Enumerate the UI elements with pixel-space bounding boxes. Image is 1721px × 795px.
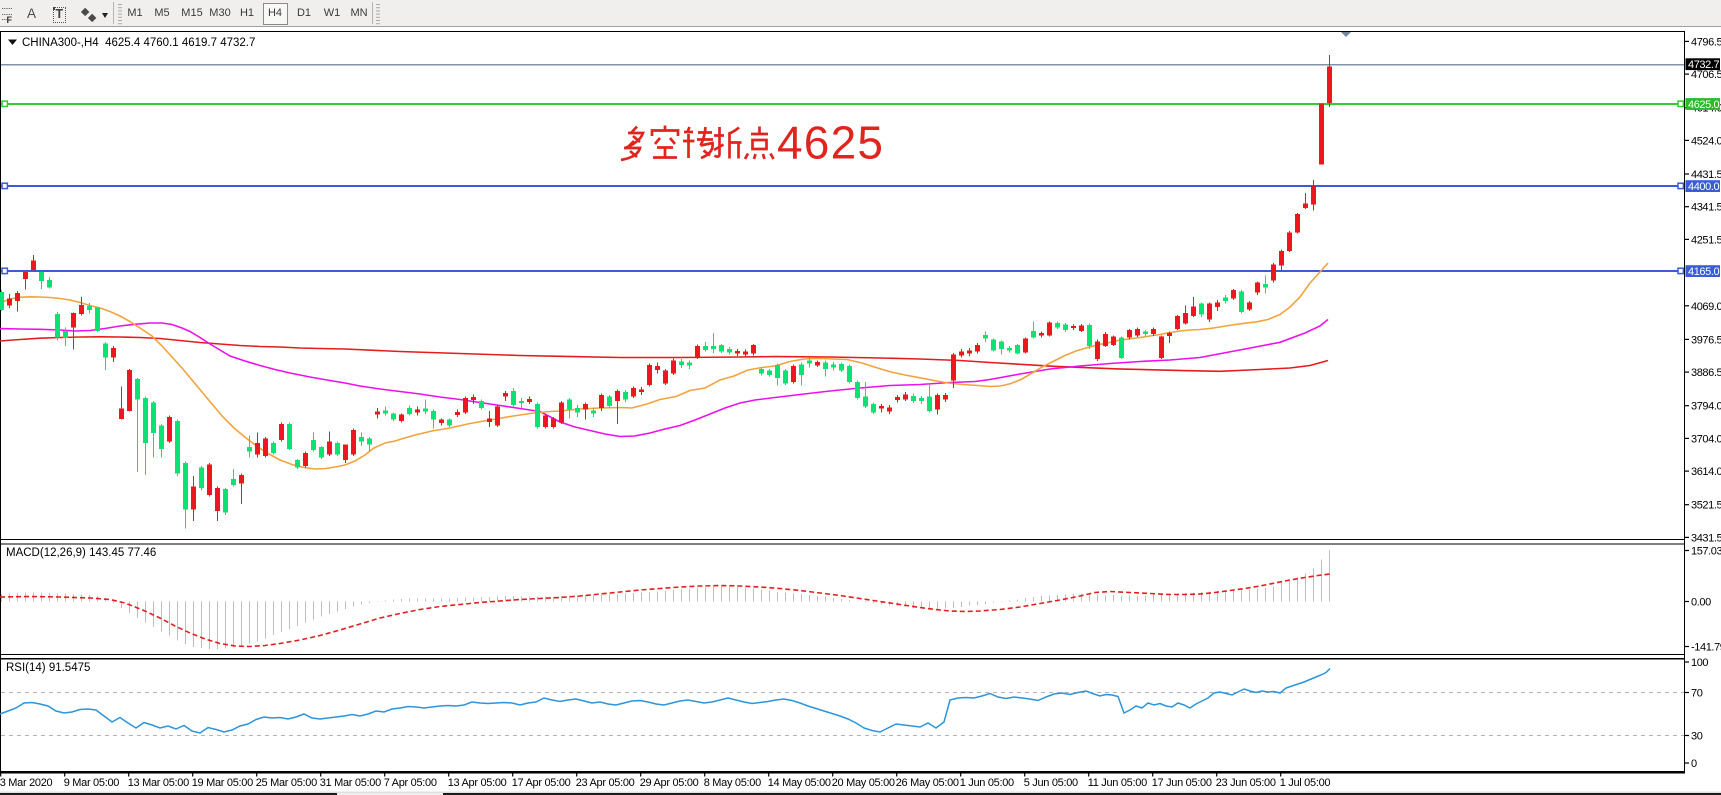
svg-text:3 Mar 2020: 3 Mar 2020	[0, 777, 53, 789]
svg-text:31 Mar 05:00: 31 Mar 05:00	[320, 777, 381, 789]
svg-text:26 May 05:00: 26 May 05:00	[896, 777, 959, 789]
svg-text:70: 70	[1691, 688, 1703, 700]
svg-text:4625: 4625	[777, 117, 884, 169]
svg-text:4165.0: 4165.0	[1688, 266, 1720, 278]
svg-text:13 Apr 05:00: 13 Apr 05:00	[448, 777, 507, 789]
svg-text:14 May 05:00: 14 May 05:00	[768, 777, 831, 789]
svg-text:25 Mar 05:00: 25 Mar 05:00	[256, 777, 317, 789]
svg-text:3614.0: 3614.0	[1691, 466, 1721, 478]
svg-text:8 May 05:00: 8 May 05:00	[704, 777, 761, 789]
svg-text:4341.5: 4341.5	[1691, 202, 1721, 214]
svg-text:17 Apr 05:00: 17 Apr 05:00	[512, 777, 571, 789]
svg-text:RSI(14) 91.5475: RSI(14) 91.5475	[6, 662, 90, 674]
svg-text:3794.0: 3794.0	[1691, 401, 1721, 413]
svg-text:4431.5: 4431.5	[1691, 169, 1721, 181]
svg-text:30: 30	[1691, 731, 1703, 743]
svg-text:1 Jun 05:00: 1 Jun 05:00	[960, 777, 1014, 789]
svg-text:1 Jul 05:00: 1 Jul 05:00	[1280, 777, 1331, 789]
svg-text:13 Mar 05:00: 13 Mar 05:00	[128, 777, 189, 789]
svg-text:23 Apr 05:00: 23 Apr 05:00	[576, 777, 635, 789]
svg-text:11 Jun 05:00: 11 Jun 05:00	[1088, 777, 1147, 789]
svg-text:3704.0: 3704.0	[1691, 433, 1721, 445]
svg-text:4400.0: 4400.0	[1688, 181, 1720, 193]
svg-text:20 May 05:00: 20 May 05:00	[832, 777, 895, 789]
svg-text:4251.5: 4251.5	[1691, 234, 1721, 246]
svg-text:9 Mar 05:00: 9 Mar 05:00	[64, 777, 120, 789]
svg-text:4796.5: 4796.5	[1691, 36, 1721, 48]
svg-text:29 Apr 05:00: 29 Apr 05:00	[640, 777, 699, 789]
svg-text:7 Apr 05:00: 7 Apr 05:00	[384, 777, 437, 789]
svg-text:3521.5: 3521.5	[1691, 500, 1721, 512]
svg-text:MACD(12,26,9) 143.45 77.46: MACD(12,26,9) 143.45 77.46	[6, 547, 156, 559]
svg-text:0.00: 0.00	[1691, 597, 1711, 609]
svg-text:4069.0: 4069.0	[1691, 301, 1721, 313]
svg-text:17 Jun 05:00: 17 Jun 05:00	[1152, 777, 1212, 789]
svg-text:23 Jun 05:00: 23 Jun 05:00	[1216, 777, 1276, 789]
svg-text:0: 0	[1691, 758, 1697, 770]
svg-text:CHINA300-,H4 4625.4 4760.1 46: CHINA300-,H4 4625.4 4760.1 4619.7 4732.7	[22, 37, 255, 49]
svg-text:3431.5: 3431.5	[1691, 532, 1721, 544]
svg-text:-141.79: -141.79	[1691, 642, 1721, 654]
svg-text:4524.0: 4524.0	[1691, 135, 1721, 147]
svg-text:157.03: 157.03	[1691, 546, 1721, 558]
svg-text:5 Jun 05:00: 5 Jun 05:00	[1024, 777, 1078, 789]
svg-text:3976.5: 3976.5	[1691, 334, 1721, 346]
svg-text:4625.0: 4625.0	[1688, 99, 1720, 111]
svg-text:100: 100	[1691, 657, 1708, 669]
svg-text:4732.7: 4732.7	[1688, 59, 1720, 71]
svg-text:19 Mar 05:00: 19 Mar 05:00	[192, 777, 253, 789]
svg-text:3886.5: 3886.5	[1691, 367, 1721, 379]
svg-text:4706.5: 4706.5	[1691, 69, 1721, 81]
